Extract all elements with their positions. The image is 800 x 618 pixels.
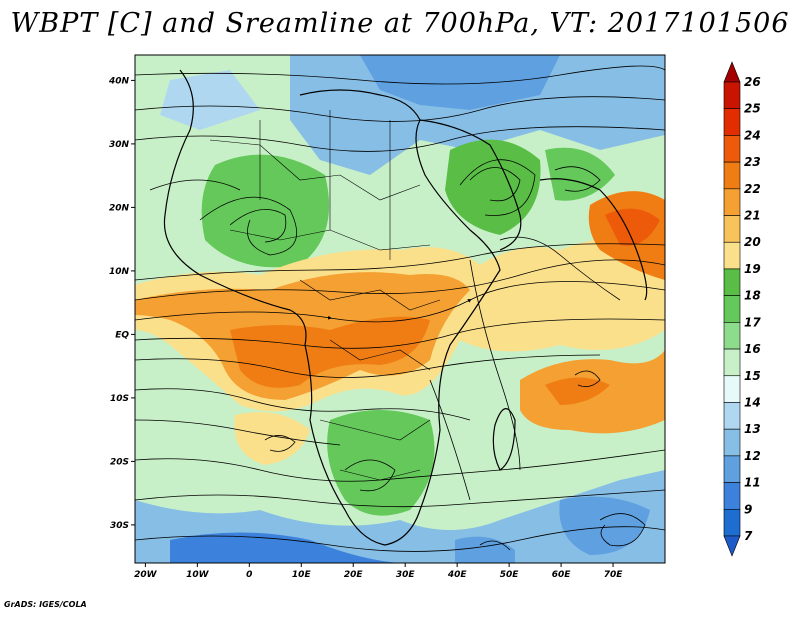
lat-tick-label: 30N [109,140,130,150]
colorbar-swatch [723,482,741,510]
streamlines [135,65,665,552]
colorbar-swatch [723,188,741,216]
colorbar-label: 21 [744,209,761,223]
colorbar-label: 7 [744,529,753,543]
colorbar-swatch [723,161,741,190]
lon-tick-label: 70E [604,570,624,580]
colorbar-label: 14 [744,395,761,409]
lon-tick-label: 20W [134,570,158,580]
colorbar-label: 12 [744,449,761,463]
warm-lobe-west [201,154,330,268]
colorbar-swatch [723,241,741,270]
colorbar-label: 23 [744,155,761,169]
colorbar-swatch [723,348,741,377]
colorbar-swatch [723,455,741,483]
colorbar-label: 20 [744,235,761,249]
warm-region-south-atlantic [234,412,310,465]
colorbar-label: 18 [744,289,761,303]
lat-tick-label: 30S [110,521,129,531]
lon-tick-label: 50E [500,570,520,580]
colorbar-swatch [723,428,741,457]
colorbar-label: 24 [744,128,761,142]
colorbar-swatch [723,81,741,110]
longitude-axis: 20W 10W 0 10E 20E 30E 40E 50E 60E 70E [134,563,623,580]
colorbar-label: 19 [744,262,761,276]
warm-lobe-east [545,147,615,201]
colorbar-swatch [723,508,741,537]
lon-tick-label: 10E [292,570,312,580]
colorbar-swatch [723,135,741,163]
colorbar-label: 13 [744,422,761,436]
lon-tick-label: 30E [396,570,416,580]
colorbar-label: 22 [744,182,761,196]
colorbar: 26 25 24 23 22 21 20 19 18 17 16 15 14 13 12 11 9 7 [723,61,761,557]
green-region-south-africa [327,410,435,516]
lat-tick-label: 20S [110,457,129,467]
lat-tick-label: 10S [110,394,129,404]
colorbar-label: 11 [744,476,761,490]
cold-region-southwest [170,532,400,563]
lat-tick-label: 40N [108,76,130,86]
colorbar-swatch [723,375,741,403]
hot-core-northeast [605,208,660,246]
colorbar-swatch [723,108,741,136]
country-borders [209,110,441,481]
colorbar-swatch [723,322,741,350]
colorbar-bottom-triangle [723,535,741,557]
colorbar-top-triangle [723,61,741,83]
coastlines [163,69,648,546]
map-panel [135,55,665,563]
lon-tick-label: 0 [246,570,252,580]
colorbar-label: 17 [744,315,761,329]
lon-tick-label: 20E [344,570,364,580]
lon-tick-label: 60E [552,570,572,580]
colorbar-swatch [723,215,741,243]
cold-region-south-central [455,536,515,563]
latitude-axis: 40N 30N 20N 10N EQ 10S 20S 30S [108,76,135,531]
colorbar-label: 26 [744,75,761,89]
credit-text: GrADS: IGES/COLA [4,600,87,609]
africa-coastline [163,69,501,546]
lat-tick-label: 20N [109,203,130,213]
map-frame [134,54,666,564]
colorbar-label: 15 [744,369,761,383]
mediterranean-coastline [299,89,421,121]
lat-tick-label: EQ [115,330,129,340]
lat-tick-label: 10N [109,267,130,277]
chart-title: WBPT [C] and Sreamline at 700hPa, VT: 20… [10,8,790,39]
colorbar-label: 25 [744,102,761,116]
india-coastline [539,178,648,301]
cold-region-north [360,55,560,110]
madagascar-coastline [492,408,516,471]
arabia-coastline [419,119,522,251]
colorbar-label: 16 [744,342,761,356]
lon-tick-label: 10W [186,570,210,580]
colorbar-swatch [723,295,741,323]
cool-region-nw [160,70,260,130]
colorbar-swatch [723,268,741,296]
colorbar-swatch [723,402,741,430]
lon-tick-label: 40E [447,570,468,580]
colorbar-label: 9 [744,502,752,516]
